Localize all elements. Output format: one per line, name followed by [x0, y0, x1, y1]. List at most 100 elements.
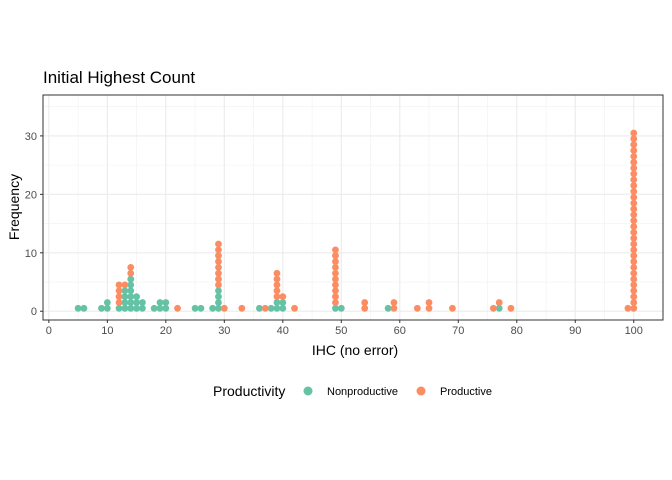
- x-tick-label: 100: [625, 325, 643, 337]
- x-axis: 0 10 20 30 40 50 60 70 80 90 100: [46, 320, 643, 337]
- x-tick-label: 80: [511, 325, 523, 337]
- data-point-nonproductive: [215, 293, 222, 301]
- data-point-productive: [630, 188, 638, 195]
- data-point-productive: [630, 287, 638, 295]
- legend-title: Productivity: [213, 383, 285, 399]
- data-point-nonproductive: [215, 287, 222, 295]
- data-point-productive: [273, 281, 281, 289]
- data-point-productive: [630, 252, 638, 260]
- data-point-nonproductive: [127, 304, 135, 312]
- data-point-productive: [630, 158, 638, 166]
- x-tick-label: 90: [569, 325, 581, 337]
- data-point-productive: [332, 287, 339, 295]
- data-points: [74, 129, 638, 312]
- data-point-productive: [630, 234, 638, 242]
- data-point-productive: [332, 246, 339, 254]
- data-point-nonproductive: [98, 304, 105, 312]
- data-point-nonproductive: [121, 293, 129, 301]
- data-point-nonproductive: [127, 299, 135, 306]
- data-point-productive: [630, 275, 638, 283]
- data-point-nonproductive: [256, 304, 263, 312]
- data-point-productive: [425, 299, 433, 306]
- data-point-productive: [630, 170, 638, 178]
- data-point-productive: [279, 293, 287, 301]
- data-point-productive: [215, 252, 222, 260]
- data-point-productive: [215, 269, 222, 277]
- data-point-productive: [390, 299, 398, 306]
- data-point-nonproductive: [162, 299, 170, 306]
- data-point-nonproductive: [121, 304, 129, 312]
- y-tick-label: 30: [25, 131, 37, 143]
- y-tick-label: 0: [31, 306, 37, 318]
- data-point-nonproductive: [127, 287, 135, 295]
- data-point-productive: [630, 205, 638, 213]
- legend-key-productive: [416, 386, 426, 396]
- data-point-productive: [630, 293, 638, 301]
- x-tick-label: 60: [394, 325, 406, 337]
- data-point-productive: [174, 304, 181, 312]
- data-point-productive: [273, 269, 281, 277]
- data-point-productive: [273, 287, 281, 295]
- data-point-productive: [215, 246, 222, 254]
- data-point-nonproductive: [127, 275, 135, 283]
- data-point-productive: [630, 269, 638, 277]
- data-point-nonproductive: [267, 304, 275, 312]
- data-point-productive: [215, 281, 222, 289]
- x-tick-label: 20: [160, 325, 172, 337]
- data-point-productive: [332, 252, 339, 260]
- data-point-productive: [630, 246, 638, 254]
- data-point-nonproductive: [127, 293, 135, 301]
- data-point-nonproductive: [191, 304, 199, 312]
- data-point-productive: [449, 304, 456, 312]
- legend: Productivity Nonproductive Productive: [213, 383, 492, 399]
- data-point-productive: [630, 199, 638, 207]
- data-point-productive: [489, 304, 497, 312]
- data-point-productive: [215, 258, 222, 265]
- data-point-productive: [115, 281, 123, 289]
- x-tick-label: 50: [335, 325, 347, 337]
- data-point-nonproductive: [103, 299, 111, 306]
- data-point-productive: [507, 304, 515, 312]
- data-point-productive: [361, 299, 369, 306]
- data-point-productive: [630, 240, 638, 248]
- data-point-nonproductive: [384, 304, 392, 312]
- data-point-nonproductive: [495, 304, 503, 312]
- data-point-nonproductive: [156, 304, 164, 312]
- data-point-productive: [630, 223, 638, 230]
- data-point-nonproductive: [80, 304, 88, 312]
- x-tick-label: 70: [452, 325, 464, 337]
- data-point-productive: [630, 176, 638, 184]
- data-point-productive: [215, 240, 222, 248]
- data-point-productive: [238, 304, 246, 312]
- chart-title: Initial Highest Count: [43, 68, 195, 87]
- data-point-productive: [261, 304, 269, 312]
- data-point-productive: [630, 304, 638, 312]
- data-point-nonproductive: [139, 304, 146, 312]
- plot-panel: [43, 95, 663, 320]
- data-point-productive: [273, 275, 281, 283]
- data-point-nonproductive: [133, 293, 140, 301]
- y-tick-label: 10: [25, 248, 37, 260]
- data-point-nonproductive: [215, 299, 222, 306]
- data-point-productive: [273, 293, 281, 301]
- data-point-productive: [332, 299, 339, 306]
- x-tick-label: 40: [277, 325, 289, 337]
- x-tick-label: 30: [218, 325, 230, 337]
- data-point-nonproductive: [115, 304, 123, 312]
- legend-label-productive: Productive: [440, 386, 492, 398]
- legend-label-nonproductive: Nonproductive: [327, 386, 398, 398]
- data-point-productive: [630, 217, 638, 225]
- data-point-productive: [630, 147, 638, 154]
- data-point-productive: [332, 281, 339, 289]
- data-point-productive: [390, 304, 398, 312]
- data-point-productive: [332, 275, 339, 283]
- x-tick-label: 0: [46, 325, 52, 337]
- data-point-productive: [630, 264, 638, 271]
- data-point-nonproductive: [273, 299, 281, 306]
- data-point-productive: [413, 304, 421, 312]
- data-point-productive: [127, 269, 135, 277]
- data-point-nonproductive: [150, 304, 158, 312]
- data-point-productive: [291, 304, 298, 312]
- data-point-nonproductive: [121, 287, 129, 295]
